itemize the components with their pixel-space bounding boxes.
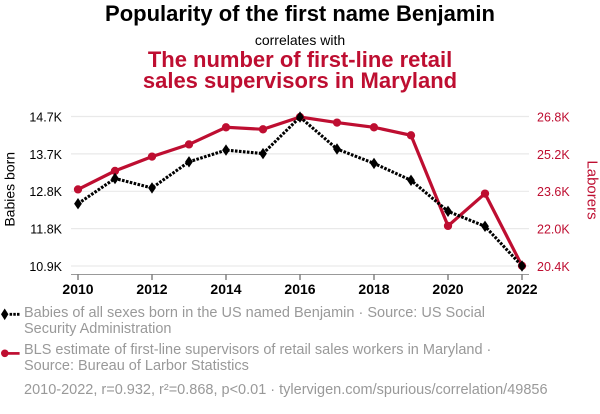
svg-text:2014: 2014 bbox=[210, 281, 241, 297]
svg-text:20.4K: 20.4K bbox=[537, 260, 570, 274]
svg-text:10.9K: 10.9K bbox=[29, 260, 62, 274]
svg-text:13.7K: 13.7K bbox=[29, 148, 62, 162]
svg-text:2012: 2012 bbox=[136, 281, 167, 297]
svg-text:2022: 2022 bbox=[506, 281, 537, 297]
svg-text:2018: 2018 bbox=[358, 281, 389, 297]
svg-text:2020: 2020 bbox=[432, 281, 463, 297]
svg-text:2016: 2016 bbox=[284, 281, 315, 297]
svg-text:14.7K: 14.7K bbox=[29, 110, 62, 124]
svg-text:25.2K: 25.2K bbox=[537, 148, 570, 162]
svg-text:26.8K: 26.8K bbox=[537, 110, 570, 124]
svg-text:Laborers: Laborers bbox=[583, 160, 600, 219]
svg-text:11.8K: 11.8K bbox=[30, 223, 62, 237]
svg-text:23.6K: 23.6K bbox=[537, 185, 570, 199]
svg-text:Babies born: Babies born bbox=[1, 152, 17, 227]
svg-text:12.8K: 12.8K bbox=[29, 185, 62, 199]
svg-text:2010: 2010 bbox=[62, 281, 93, 297]
svg-text:22.0K: 22.0K bbox=[537, 223, 570, 237]
